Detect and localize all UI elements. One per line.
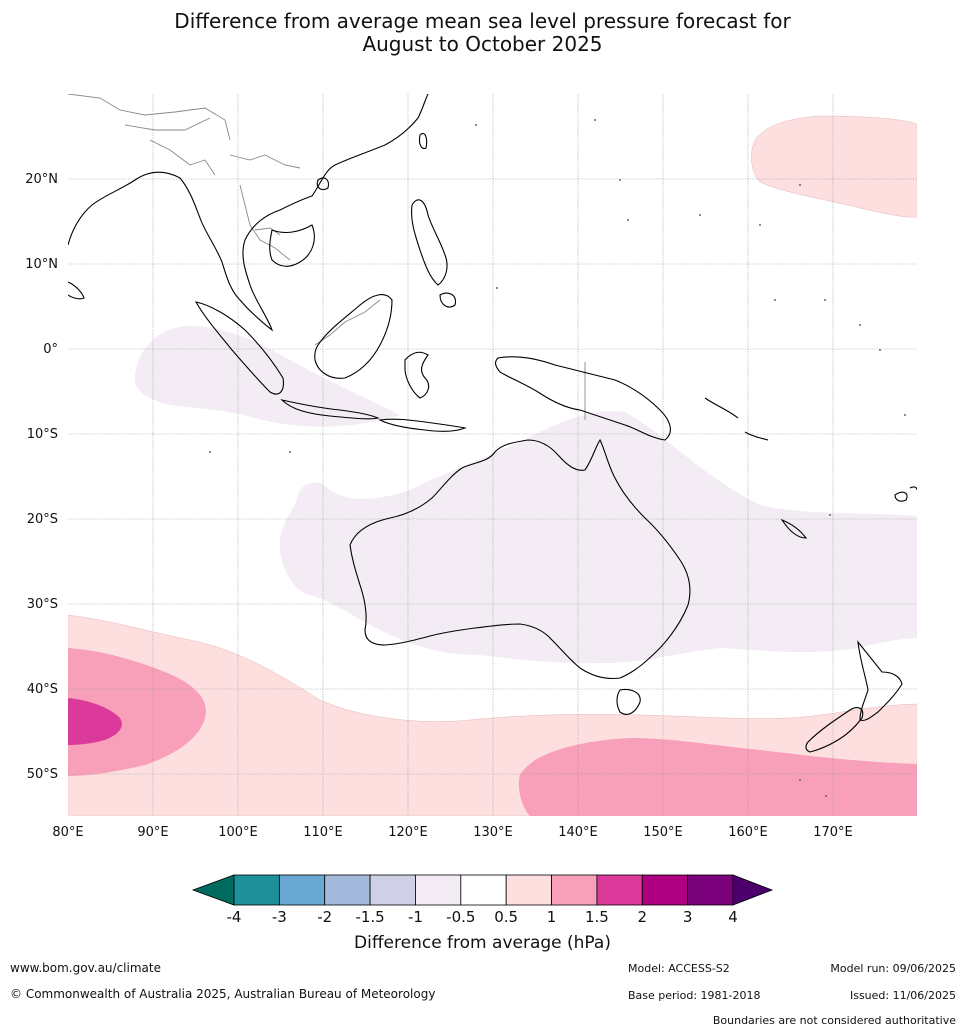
colorbar-tick-label: -1.5 <box>355 908 384 926</box>
coast-java <box>280 399 380 420</box>
anomaly-region-west-core <box>68 698 122 745</box>
coast-sri-lanka <box>68 281 85 300</box>
footer-url[interactable]: www.bom.gov.au/climate <box>10 961 161 975</box>
lon-label: 150°E <box>643 825 683 840</box>
lat-label: 30°S <box>27 597 58 612</box>
colorbar-extend-low <box>191 874 235 906</box>
latitude-labels: 20°N 10°N 0° 10°S 20°S 30°S 40°S 50°S <box>25 172 58 782</box>
coast-tasmania <box>616 688 641 715</box>
colorbar-swatch <box>551 874 598 906</box>
colorbar-swatch <box>641 874 689 906</box>
colorbar-tick-label: 1.5 <box>585 908 609 926</box>
title-line-2: August to October 2025 <box>362 32 603 56</box>
lat-label: 50°S <box>27 767 58 782</box>
colorbar-swatch <box>369 874 416 906</box>
colorbar-tick-label: -4 <box>227 908 242 926</box>
coast-philippines <box>411 199 448 286</box>
coast-australia <box>349 438 691 680</box>
lon-label: 140°E <box>558 825 598 840</box>
lon-label: 90°E <box>137 825 168 840</box>
longitude-labels: 80°E 90°E 100°E 110°E 120°E 130°E 140°E … <box>52 825 852 840</box>
coast-nz-south <box>805 707 864 753</box>
coast-hainan <box>316 177 329 191</box>
colorbar-tick-label: 2 <box>637 908 647 926</box>
colorbar-swatch <box>233 874 280 906</box>
colorbar-swatch <box>505 874 552 906</box>
colorbar-tick-label: 4 <box>728 908 738 926</box>
colorbar-tick-label: 3 <box>683 908 693 926</box>
footer-model-run: Model run: 09/06/2025 <box>830 962 956 975</box>
pressure-anomaly-map: 20°N 10°N 0° 10°S 20°S 30°S 40°S 50°S 80… <box>25 94 917 840</box>
legend-colorbar: -4 -3 -2 -1.5 -1 -0.5 0.5 1 1.5 2 3 4 <box>191 874 774 926</box>
colorbar-tick-label: 0.5 <box>494 908 518 926</box>
coastlines <box>68 94 917 753</box>
coast-taiwan <box>418 132 428 149</box>
lat-label: 0° <box>43 342 58 357</box>
title-line-1: Difference from average mean sea level p… <box>174 9 791 33</box>
country-borders <box>68 94 586 420</box>
colorbar-tick-label: -1 <box>408 908 423 926</box>
lat-label: 10°S <box>27 427 58 442</box>
legend-title: Difference from average (hPa) <box>354 933 611 953</box>
coast-indochina <box>269 224 315 267</box>
anomaly-region-tropical-indian <box>134 325 400 427</box>
colorbar-ticks: -4 -3 -2 -1.5 -1 -0.5 0.5 1 1.5 2 3 4 <box>227 908 738 926</box>
footer-copyright: © Commonwealth of Australia 2025, Austra… <box>10 987 436 1001</box>
lon-label: 100°E <box>218 825 258 840</box>
colorbar-tick-label: -0.5 <box>446 908 475 926</box>
lat-label: 20°S <box>27 512 58 527</box>
coast-sumatra <box>194 301 284 395</box>
anomaly-region-north-pacific <box>751 115 917 218</box>
coast-lesser-sunda <box>378 418 467 432</box>
coast-sulawesi <box>404 351 430 399</box>
coast-new-caledonia <box>780 518 808 539</box>
lon-label: 160°E <box>728 825 768 840</box>
lon-label: 110°E <box>303 825 343 840</box>
lon-label: 80°E <box>52 825 83 840</box>
lon-label: 170°E <box>813 825 853 840</box>
footer-issued: Issued: 11/06/2025 <box>849 989 956 1002</box>
colorbar-swatch <box>596 874 643 906</box>
footer-disclaimer: Boundaries are not considered authoritat… <box>712 1014 956 1027</box>
chart-title: Difference from average mean sea level p… <box>0 10 965 56</box>
colorbar-tick-label: 1 <box>547 908 557 926</box>
anomaly-region-australia <box>279 411 917 664</box>
coast-asia-mainland <box>68 94 429 332</box>
lat-label: 10°N <box>25 257 58 272</box>
colorbar-swatch <box>324 874 371 906</box>
colorbar-tick-label: -2 <box>317 908 332 926</box>
colorbar-swatch <box>415 874 462 906</box>
lon-label: 120°E <box>388 825 428 840</box>
coast-borneo <box>314 294 393 379</box>
colorbar-swatches <box>191 874 774 906</box>
colorbar-swatch <box>278 874 326 906</box>
coast-nz-north <box>857 640 903 722</box>
footer-base-period: Base period: 1981-2018 <box>628 989 761 1002</box>
colorbar-swatch <box>460 874 507 906</box>
colorbar-swatch <box>687 874 734 906</box>
minor-islands <box>209 119 906 797</box>
coast-new-guinea <box>495 356 671 441</box>
footer-model: Model: ACCESS-S2 <box>628 962 730 975</box>
colorbar-tick-label: -3 <box>272 908 287 926</box>
lat-label: 20°N <box>25 172 58 187</box>
lat-label: 40°S <box>27 682 58 697</box>
colorbar-extend-high <box>732 874 774 906</box>
lon-label: 130°E <box>473 825 513 840</box>
anomaly-region-west-high <box>68 648 206 776</box>
anomaly-region-tasman-south <box>518 738 917 816</box>
